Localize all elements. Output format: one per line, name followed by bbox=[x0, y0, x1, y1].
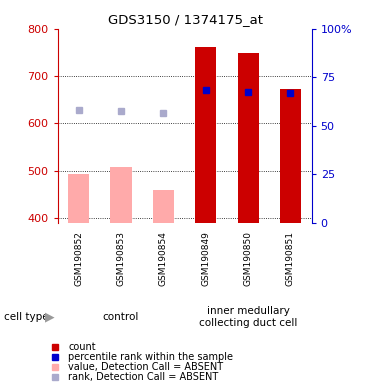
Bar bbox=[195, 47, 216, 223]
Bar bbox=[237, 53, 259, 223]
Text: GSM190851: GSM190851 bbox=[286, 231, 295, 286]
Bar bbox=[111, 167, 132, 223]
Text: GSM190850: GSM190850 bbox=[244, 231, 253, 286]
Text: GSM190849: GSM190849 bbox=[201, 231, 210, 286]
Text: ▶: ▶ bbox=[45, 310, 55, 323]
Bar bbox=[153, 190, 174, 223]
Text: GSM190853: GSM190853 bbox=[116, 231, 125, 286]
Text: GSM190852: GSM190852 bbox=[74, 231, 83, 286]
Text: count: count bbox=[68, 342, 96, 352]
Text: cell type: cell type bbox=[4, 312, 48, 322]
Text: rank, Detection Call = ABSENT: rank, Detection Call = ABSENT bbox=[68, 372, 219, 382]
Text: value, Detection Call = ABSENT: value, Detection Call = ABSENT bbox=[68, 362, 223, 372]
Bar bbox=[280, 89, 301, 223]
Bar bbox=[68, 174, 89, 223]
Text: inner medullary
collecting duct cell: inner medullary collecting duct cell bbox=[199, 306, 297, 328]
Text: control: control bbox=[103, 312, 139, 322]
Text: GDS3150 / 1374175_at: GDS3150 / 1374175_at bbox=[108, 13, 263, 26]
Text: GSM190854: GSM190854 bbox=[159, 231, 168, 286]
Text: percentile rank within the sample: percentile rank within the sample bbox=[68, 352, 233, 362]
